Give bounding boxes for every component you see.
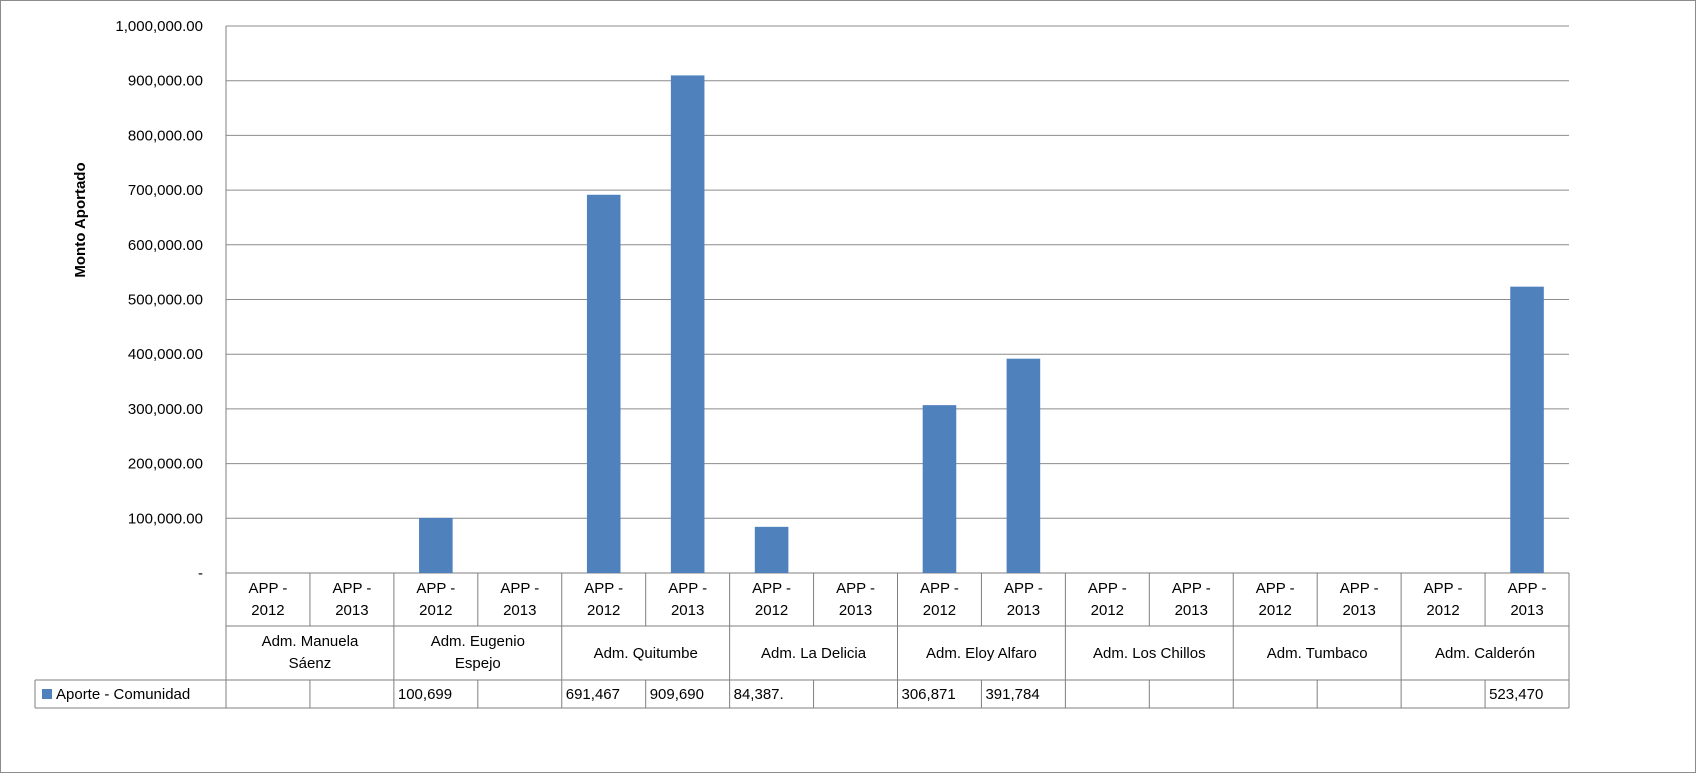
category-label: APP -2013 xyxy=(332,580,371,619)
bar xyxy=(754,526,789,573)
category-label: APP -2013 xyxy=(1004,580,1043,619)
category-label: APP -2012 xyxy=(1088,580,1127,619)
category-label: APP -2013 xyxy=(836,580,875,619)
group-label: Adm. Calderón xyxy=(1435,645,1535,662)
y-tick-label: 700,000.00 xyxy=(128,182,203,199)
y-tick-label: 400,000.00 xyxy=(128,346,203,363)
bar xyxy=(1006,358,1041,573)
category-label: APP -2012 xyxy=(1256,580,1295,619)
bar xyxy=(922,405,957,573)
data-label: 691,467 xyxy=(566,686,620,703)
y-tick-label: 600,000.00 xyxy=(128,237,203,254)
category-label: APP -2012 xyxy=(920,580,959,619)
y-tick-label: 800,000.00 xyxy=(128,127,203,144)
y-tick-label: 500,000.00 xyxy=(128,292,203,309)
data-label: 909,690 xyxy=(650,686,704,703)
category-label: APP -2012 xyxy=(1424,580,1463,619)
y-axis-label: Monto Aportado xyxy=(72,162,89,277)
data-label: 100,699 xyxy=(398,686,452,703)
category-label: APP -2013 xyxy=(1508,580,1547,619)
category-label: APP -2012 xyxy=(584,580,623,619)
group-label: Adm. Los Chillos xyxy=(1093,645,1206,662)
category-label: APP -2013 xyxy=(1340,580,1379,619)
data-label: 84,387. xyxy=(734,686,784,703)
data-label: 306,871 xyxy=(902,686,956,703)
group-label: Adm. Quitumbe xyxy=(594,645,698,662)
category-label: APP -2013 xyxy=(500,580,539,619)
bar xyxy=(586,194,621,573)
category-label: APP -2013 xyxy=(668,580,707,619)
bar xyxy=(419,517,453,573)
bar xyxy=(670,75,705,573)
bar xyxy=(1510,286,1544,573)
legend-series-name: Aporte - Comunidad xyxy=(56,686,190,703)
y-tick-label: - xyxy=(198,565,203,582)
y-tick-label: 900,000.00 xyxy=(128,73,203,90)
group-label: Adm. Eugenio Espejo xyxy=(431,633,525,672)
group-label: Adm. Manuela Sáenz xyxy=(262,633,359,672)
group-label: Adm. Eloy Alfaro xyxy=(926,645,1037,662)
group-label: Adm. La Delicia xyxy=(761,645,867,662)
category-label: APP -2013 xyxy=(1172,580,1211,619)
legend-key xyxy=(42,689,52,699)
y-tick-label: 200,000.00 xyxy=(128,456,203,473)
group-label: Adm. Tumbaco xyxy=(1267,645,1368,662)
data-label: 391,784 xyxy=(985,686,1039,703)
data-label: 523,470 xyxy=(1489,686,1543,703)
category-label: APP -2012 xyxy=(416,580,455,619)
y-tick-label: 1,000,000.00 xyxy=(115,18,203,35)
category-label: APP -2012 xyxy=(752,580,791,619)
category-label: APP -2012 xyxy=(249,580,288,619)
y-tick-label: 100,000.00 xyxy=(128,510,203,527)
y-tick-label: 300,000.00 xyxy=(128,401,203,418)
